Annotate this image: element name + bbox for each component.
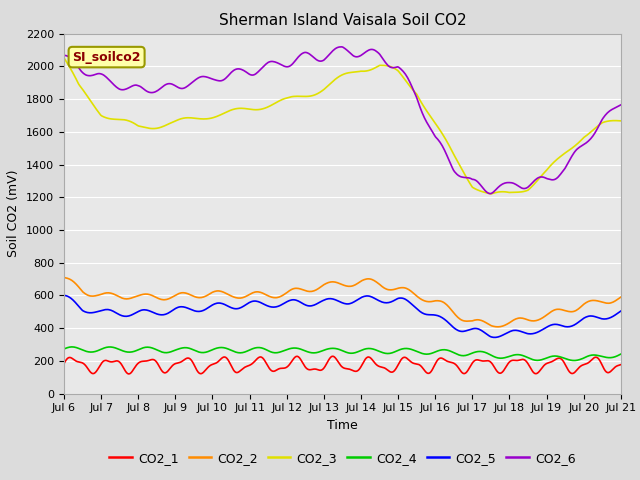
CO2_1 bbox=[330, 354, 338, 360]
CO2_5 bbox=[60, 292, 68, 298]
CO2_5 bbox=[518, 329, 525, 335]
CO2_6 bbox=[60, 52, 68, 58]
CO2_4 bbox=[60, 346, 68, 352]
CO2_4 bbox=[617, 351, 625, 357]
CO2_2 bbox=[392, 286, 399, 292]
CO2_5 bbox=[324, 296, 332, 301]
CO2_2 bbox=[328, 279, 335, 285]
CO2_1 bbox=[617, 362, 625, 368]
CO2_6 bbox=[519, 185, 527, 191]
CO2_1 bbox=[519, 357, 527, 362]
CO2_2 bbox=[324, 280, 332, 286]
CO2_1 bbox=[394, 363, 401, 369]
CO2_5 bbox=[617, 308, 625, 314]
CO2_2 bbox=[617, 294, 625, 300]
CO2_3 bbox=[60, 55, 68, 60]
CO2_3 bbox=[328, 79, 335, 85]
CO2_2 bbox=[518, 315, 525, 321]
CO2_4 bbox=[518, 352, 525, 358]
CO2_4 bbox=[326, 346, 333, 351]
CO2_6 bbox=[328, 49, 335, 55]
CO2_5 bbox=[491, 335, 499, 340]
Line: CO2_5: CO2_5 bbox=[64, 295, 621, 337]
CO2_3 bbox=[362, 68, 369, 74]
CO2_6 bbox=[362, 48, 370, 54]
Line: CO2_3: CO2_3 bbox=[64, 58, 621, 194]
CO2_1 bbox=[606, 369, 614, 375]
Y-axis label: Soil CO2 (mV): Soil CO2 (mV) bbox=[8, 170, 20, 257]
CO2_2 bbox=[362, 276, 369, 282]
CO2_3 bbox=[617, 118, 625, 124]
CO2_3 bbox=[605, 118, 612, 124]
CO2_3 bbox=[488, 191, 495, 197]
CO2_5 bbox=[605, 315, 612, 321]
CO2_5 bbox=[362, 293, 369, 299]
Legend: CO2_1, CO2_2, CO2_3, CO2_4, CO2_5, CO2_6: CO2_1, CO2_2, CO2_3, CO2_4, CO2_5, CO2_6 bbox=[104, 447, 580, 469]
CO2_1 bbox=[125, 371, 132, 377]
Line: CO2_6: CO2_6 bbox=[64, 47, 621, 193]
CO2_1 bbox=[329, 353, 337, 359]
CO2_1 bbox=[60, 360, 68, 366]
CO2_6 bbox=[324, 52, 332, 58]
CO2_6 bbox=[338, 44, 346, 50]
CO2_4 bbox=[606, 355, 614, 360]
CO2_1 bbox=[364, 354, 371, 360]
CO2_6 bbox=[606, 108, 614, 114]
CO2_2 bbox=[60, 275, 68, 280]
CO2_6 bbox=[486, 191, 494, 196]
CO2_3 bbox=[324, 83, 332, 88]
CO2_2 bbox=[494, 324, 502, 330]
Line: CO2_1: CO2_1 bbox=[64, 356, 621, 374]
CO2_6 bbox=[393, 64, 401, 70]
CO2_1 bbox=[326, 356, 333, 361]
CO2_4 bbox=[329, 346, 337, 351]
CO2_4 bbox=[362, 346, 370, 351]
Line: CO2_4: CO2_4 bbox=[64, 347, 621, 360]
CO2_2 bbox=[605, 300, 612, 306]
CO2_5 bbox=[328, 296, 335, 301]
Title: Sherman Island Vaisala Soil CO2: Sherman Island Vaisala Soil CO2 bbox=[219, 13, 466, 28]
X-axis label: Time: Time bbox=[327, 419, 358, 432]
CO2_3 bbox=[518, 189, 525, 195]
Line: CO2_2: CO2_2 bbox=[64, 277, 621, 327]
Text: SI_soilco2: SI_soilco2 bbox=[72, 50, 141, 63]
CO2_5 bbox=[392, 297, 399, 303]
CO2_4 bbox=[393, 348, 401, 354]
CO2_3 bbox=[392, 66, 399, 72]
CO2_4 bbox=[68, 344, 76, 350]
CO2_6 bbox=[617, 102, 625, 108]
CO2_4 bbox=[570, 358, 578, 363]
